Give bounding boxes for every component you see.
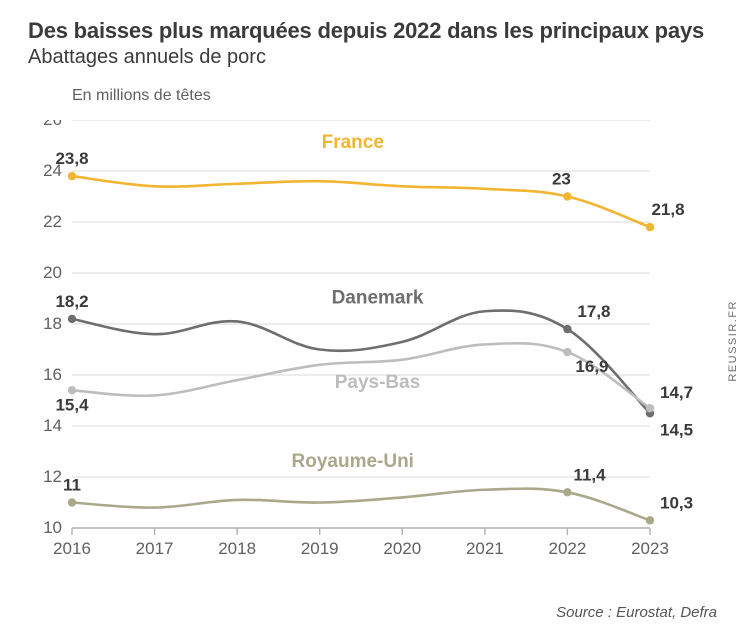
- y-tick-label: 14: [43, 416, 62, 435]
- chart-title: Des baisses plus marquées depuis 2022 da…: [28, 18, 719, 44]
- series-marker: [563, 192, 571, 200]
- value-label: 23: [552, 170, 571, 189]
- x-tick-label: 2017: [136, 539, 174, 558]
- series-label-Royaume-Uni: Royaume-Uni: [292, 451, 414, 472]
- chart-card: Des baisses plus marquées depuis 2022 da…: [0, 0, 747, 635]
- y-tick-label: 12: [43, 467, 62, 486]
- value-label: 11: [63, 476, 81, 495]
- y-tick-label: 16: [43, 365, 62, 384]
- series-marker: [646, 404, 654, 412]
- chart-plot-area: 1012141618202224262016201720182019202020…: [28, 120, 700, 560]
- series-label-France: France: [322, 132, 384, 153]
- value-label: 11,4: [573, 465, 606, 484]
- chart-subtitle: Abattages annuels de porc: [28, 46, 719, 69]
- y-tick-label: 20: [43, 263, 62, 282]
- value-label: 15,4: [55, 395, 89, 414]
- x-tick-label: 2021: [466, 539, 504, 558]
- series-marker: [68, 315, 76, 323]
- series-marker: [68, 386, 76, 394]
- series-marker: [68, 172, 76, 180]
- value-label: 10,3: [660, 493, 693, 512]
- value-label: 17,8: [577, 302, 610, 321]
- series-marker: [646, 516, 654, 524]
- y-tick-label: 10: [43, 518, 62, 537]
- line-chart-svg: 1012141618202224262016201720182019202020…: [28, 120, 700, 560]
- value-label: 14,5: [660, 420, 693, 439]
- source-credit: Source : Eurostat, Defra: [556, 604, 717, 621]
- x-tick-label: 2020: [383, 539, 421, 558]
- series-marker: [563, 325, 571, 333]
- series-label-Pays-Bas: Pays-Bas: [335, 372, 421, 393]
- series-label-Danemark: Danemark: [332, 288, 424, 309]
- x-tick-label: 2016: [53, 539, 91, 558]
- y-axis-units: En millions de têtes: [72, 87, 719, 105]
- series-line-Royaume-Uni: [72, 489, 650, 521]
- value-label: 23,8: [55, 149, 88, 168]
- y-tick-label: 26: [43, 120, 62, 129]
- value-label: 16,9: [575, 357, 608, 376]
- brand-watermark: REUSSIR.FR: [727, 300, 739, 382]
- x-tick-label: 2022: [549, 539, 587, 558]
- y-tick-label: 18: [43, 314, 62, 333]
- x-tick-label: 2018: [218, 539, 256, 558]
- series-marker: [563, 488, 571, 496]
- series-marker: [563, 348, 571, 356]
- x-tick-label: 2019: [301, 539, 339, 558]
- series-marker: [646, 223, 654, 231]
- value-label: 14,7: [660, 383, 693, 402]
- series-marker: [68, 498, 76, 506]
- value-label: 21,8: [651, 200, 684, 219]
- y-tick-label: 22: [43, 212, 62, 231]
- value-label: 18,2: [55, 292, 88, 311]
- x-tick-label: 2023: [631, 539, 669, 558]
